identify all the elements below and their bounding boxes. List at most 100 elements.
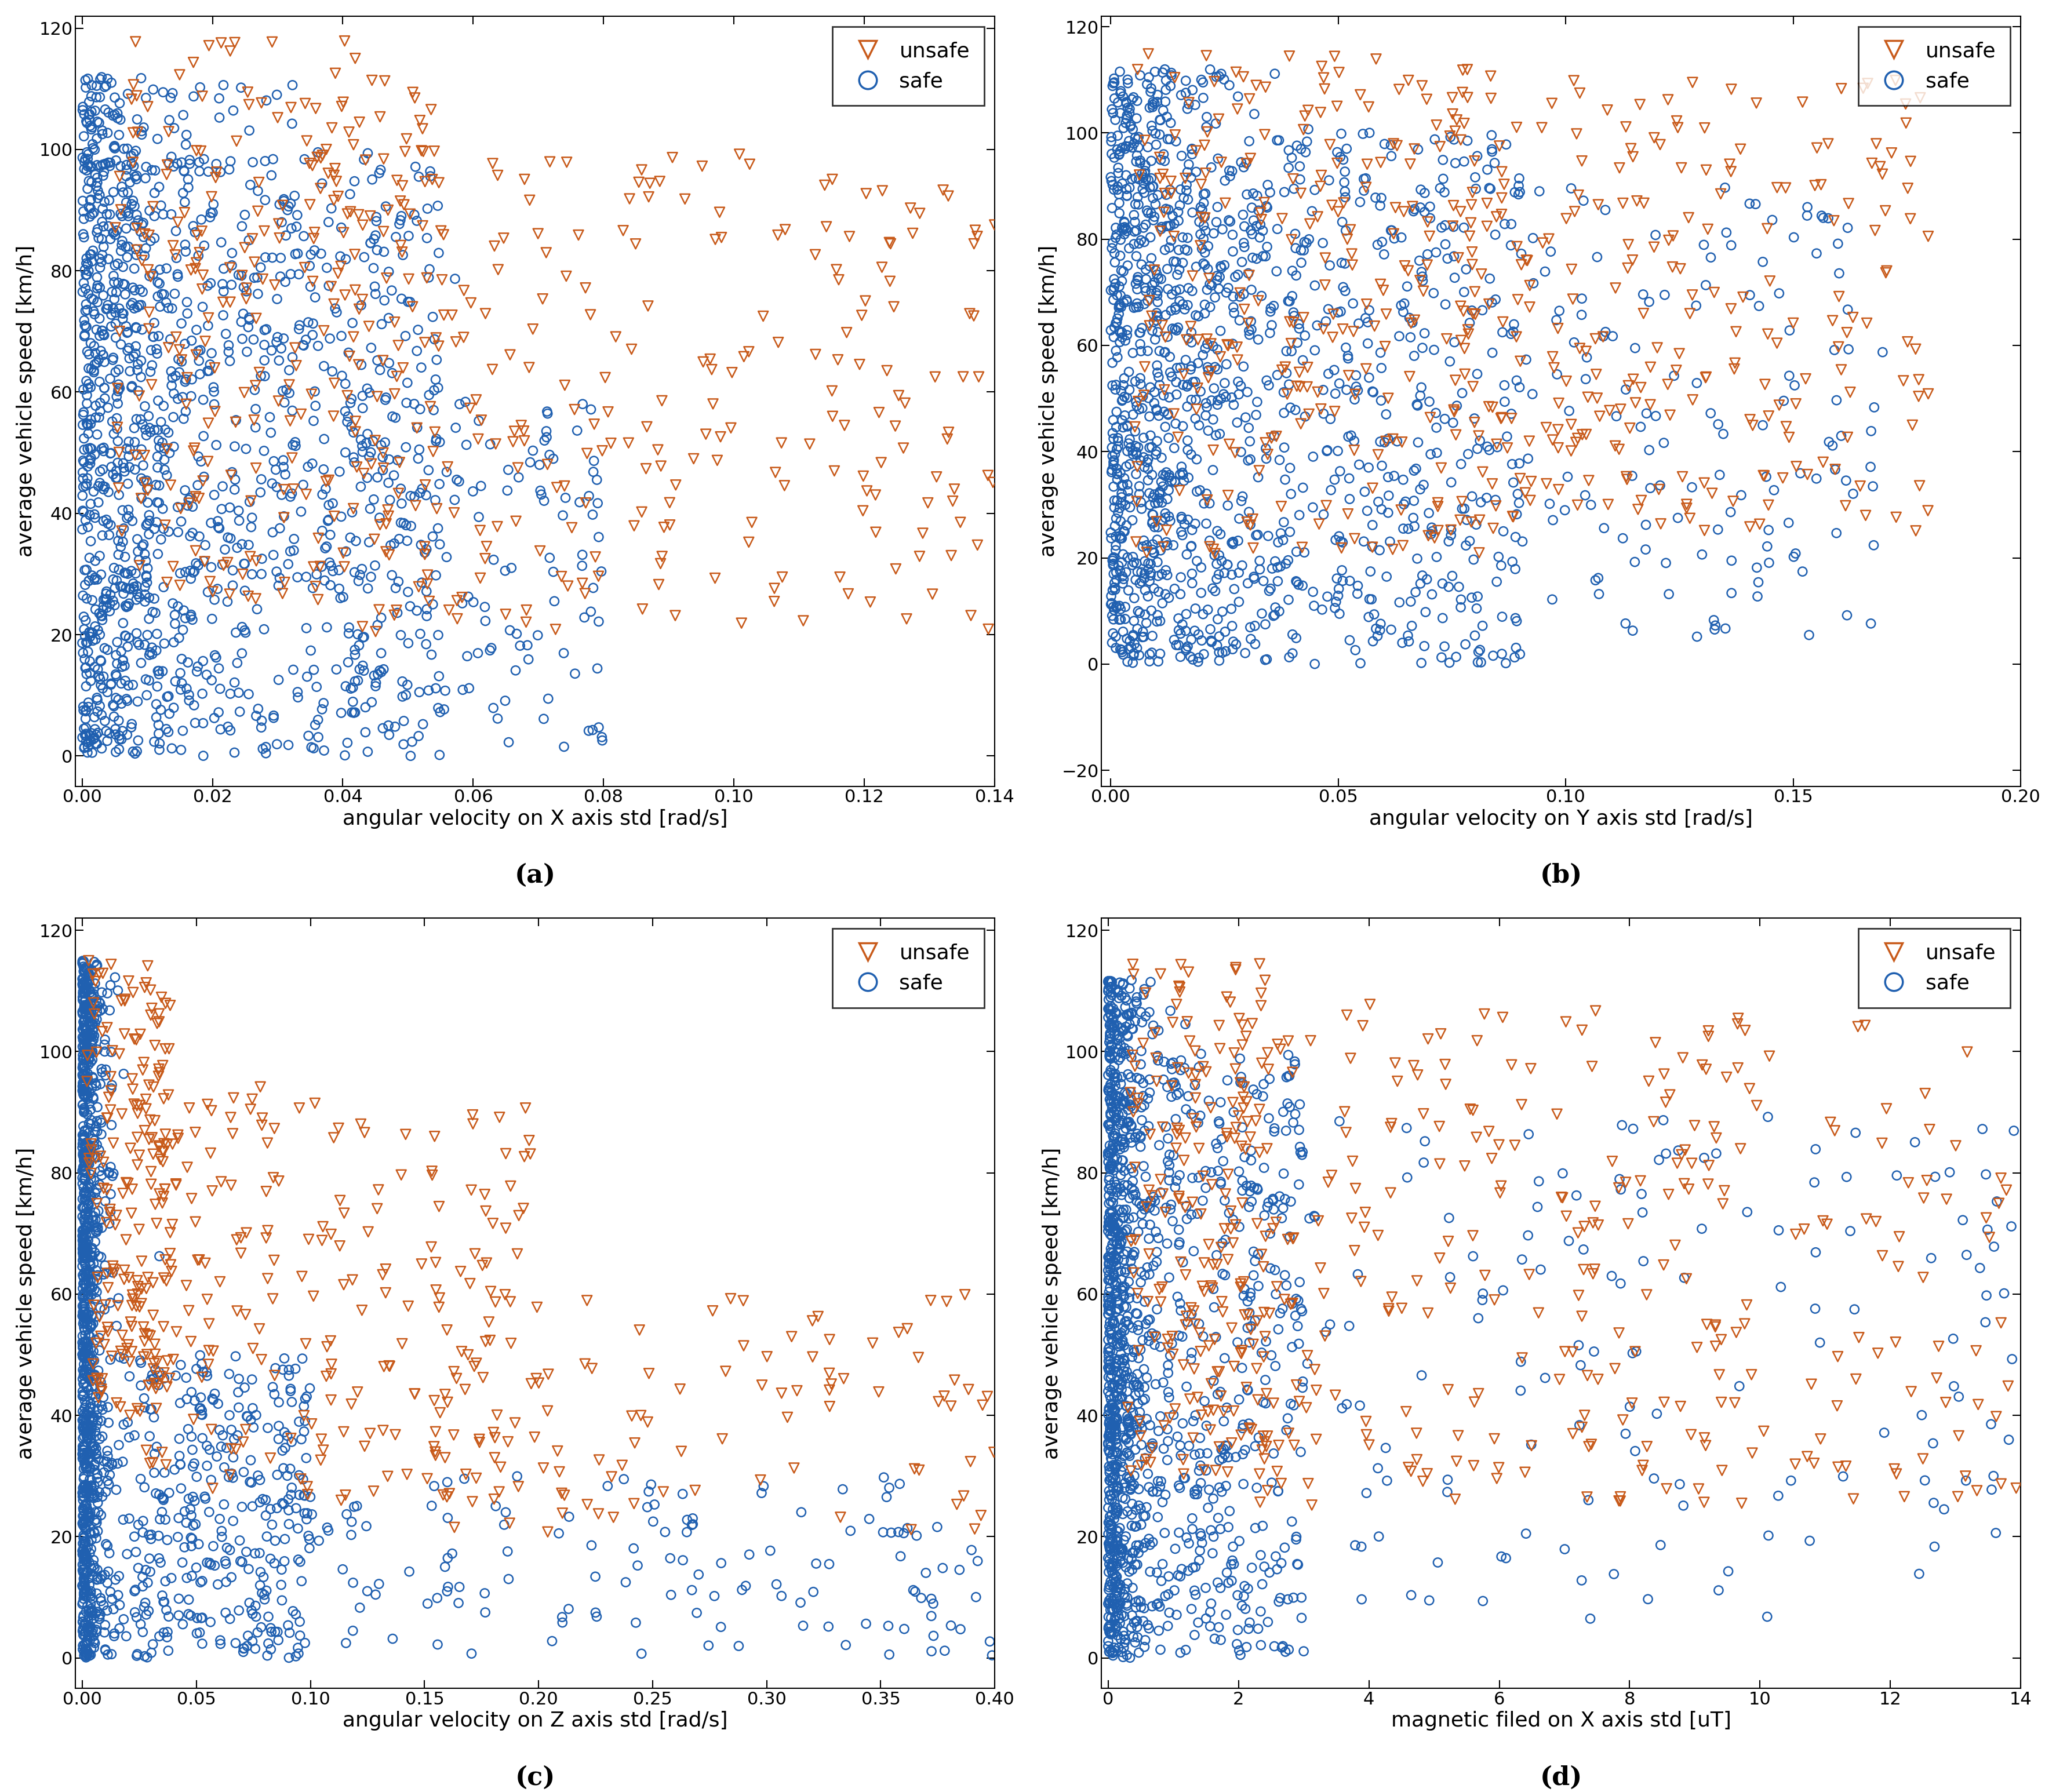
Point bbox=[78, 199, 111, 228]
Point bbox=[1415, 513, 1447, 541]
Point bbox=[1098, 224, 1131, 253]
Point bbox=[1606, 1111, 1639, 1140]
Point bbox=[442, 1590, 475, 1618]
Point bbox=[1108, 1245, 1141, 1274]
Point bbox=[1419, 125, 1452, 154]
Point bbox=[72, 618, 105, 647]
Point bbox=[90, 290, 123, 319]
Point bbox=[424, 740, 456, 769]
Point bbox=[759, 459, 792, 487]
Point bbox=[1879, 1459, 1912, 1487]
Point bbox=[1108, 1012, 1141, 1041]
Point bbox=[70, 1217, 103, 1245]
Point bbox=[70, 108, 103, 136]
Point bbox=[70, 1025, 103, 1054]
Point bbox=[582, 563, 615, 591]
Point bbox=[68, 1247, 101, 1276]
Point bbox=[304, 552, 337, 581]
Text: (c): (c) bbox=[514, 1765, 555, 1790]
Point bbox=[74, 1251, 107, 1279]
Point bbox=[70, 1186, 103, 1215]
Point bbox=[121, 538, 154, 566]
Point bbox=[1363, 149, 1396, 177]
Point bbox=[1092, 1204, 1125, 1233]
Point bbox=[1394, 588, 1427, 616]
Point bbox=[1121, 1299, 1153, 1328]
Point bbox=[1172, 1308, 1205, 1337]
Point bbox=[70, 1231, 103, 1260]
Point bbox=[1102, 1100, 1135, 1129]
Point bbox=[668, 185, 701, 213]
Point bbox=[1234, 217, 1266, 246]
Point bbox=[1098, 1215, 1131, 1244]
Point bbox=[1106, 1534, 1139, 1563]
Point bbox=[1116, 548, 1149, 577]
Point bbox=[273, 1376, 306, 1405]
Point bbox=[257, 1245, 290, 1274]
Point bbox=[1131, 556, 1164, 584]
Point bbox=[82, 1136, 115, 1165]
Point bbox=[1912, 222, 1945, 251]
Point bbox=[1096, 140, 1129, 168]
Point bbox=[1503, 165, 1536, 194]
Point bbox=[1116, 1555, 1149, 1584]
Point bbox=[66, 1297, 99, 1326]
Point bbox=[475, 1278, 508, 1306]
Point bbox=[78, 1131, 111, 1159]
Point bbox=[1242, 520, 1275, 548]
Point bbox=[1143, 1636, 1176, 1665]
Point bbox=[183, 1394, 216, 1423]
Point bbox=[1121, 1416, 1153, 1444]
Point bbox=[191, 1452, 224, 1480]
Point bbox=[1102, 1047, 1135, 1075]
Point bbox=[1127, 1593, 1160, 1622]
Point bbox=[101, 649, 134, 677]
Point bbox=[1201, 1503, 1234, 1532]
Point bbox=[1234, 511, 1266, 539]
Point bbox=[1123, 1064, 1155, 1093]
Point bbox=[1174, 625, 1207, 654]
Point bbox=[1791, 461, 1824, 489]
Point bbox=[103, 720, 136, 749]
Point bbox=[1102, 498, 1135, 527]
Point bbox=[1135, 1186, 1168, 1215]
Point bbox=[78, 332, 111, 360]
Point bbox=[1686, 231, 1719, 260]
Point bbox=[1133, 1615, 1166, 1643]
Point bbox=[86, 595, 119, 624]
Point bbox=[247, 1563, 280, 1591]
Point bbox=[1133, 561, 1166, 590]
Point bbox=[1112, 1643, 1145, 1672]
Point bbox=[66, 982, 99, 1011]
Point bbox=[1966, 1115, 1998, 1143]
Point bbox=[1242, 1423, 1275, 1452]
Point bbox=[1092, 1394, 1125, 1423]
Point bbox=[1104, 557, 1137, 586]
Point bbox=[66, 1229, 99, 1258]
Point bbox=[1225, 1591, 1258, 1620]
Point bbox=[284, 1464, 317, 1493]
Point bbox=[1096, 1310, 1129, 1339]
Point bbox=[171, 1564, 204, 1593]
Point bbox=[1139, 1186, 1172, 1215]
Legend: unsafe, safe: unsafe, safe bbox=[1859, 928, 2011, 1007]
Point bbox=[728, 1331, 761, 1360]
Point bbox=[99, 82, 132, 111]
Point bbox=[1106, 971, 1139, 1000]
Point bbox=[99, 251, 132, 280]
Point bbox=[148, 1120, 181, 1149]
Point bbox=[366, 453, 399, 482]
Point bbox=[1316, 1161, 1349, 1190]
Point bbox=[138, 728, 171, 756]
Point bbox=[1100, 1403, 1133, 1432]
Point bbox=[1096, 973, 1129, 1002]
Point bbox=[1118, 269, 1151, 297]
Point bbox=[84, 989, 117, 1018]
Point bbox=[1092, 1140, 1125, 1168]
Point bbox=[1380, 131, 1412, 159]
Point bbox=[150, 1131, 183, 1159]
Point bbox=[105, 202, 138, 231]
Point bbox=[1998, 1473, 2031, 1502]
Point bbox=[1264, 1633, 1297, 1661]
Point bbox=[1110, 1021, 1143, 1050]
